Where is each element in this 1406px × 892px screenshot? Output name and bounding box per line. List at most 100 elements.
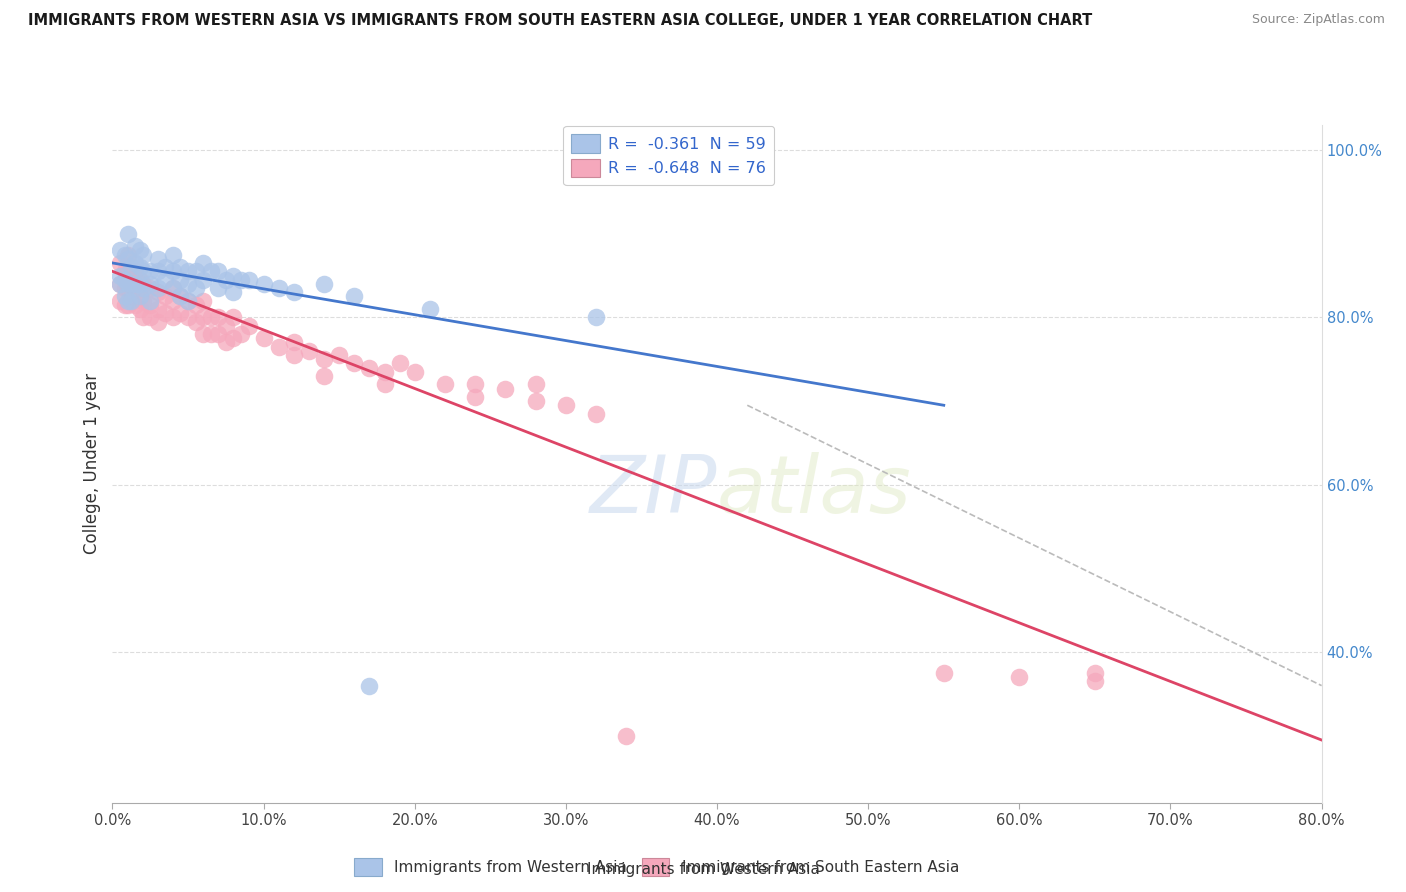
Point <box>117 227 139 241</box>
Point <box>169 289 191 303</box>
Point <box>932 666 955 681</box>
Point <box>128 301 150 316</box>
Point <box>616 729 638 743</box>
Point <box>162 247 184 261</box>
Point <box>184 298 207 312</box>
Point <box>128 260 150 275</box>
Point <box>177 310 200 325</box>
Point <box>191 310 214 325</box>
Point <box>343 356 366 370</box>
Point <box>139 264 162 278</box>
Point <box>229 273 252 287</box>
Point <box>146 264 169 278</box>
Point <box>253 331 276 345</box>
Point <box>146 252 169 266</box>
Point <box>155 273 177 287</box>
Point <box>146 285 169 300</box>
Point <box>298 343 321 358</box>
Point <box>222 331 245 345</box>
Point <box>1008 670 1031 684</box>
Point <box>433 377 456 392</box>
Point <box>524 377 547 392</box>
Point <box>124 239 146 253</box>
Point <box>108 244 131 258</box>
Point <box>495 382 517 396</box>
Point <box>229 327 252 342</box>
Text: Source: ZipAtlas.com: Source: ZipAtlas.com <box>1251 13 1385 27</box>
Point <box>108 268 131 283</box>
Point <box>146 301 169 316</box>
Point <box>359 360 381 375</box>
Point <box>207 310 229 325</box>
Point <box>114 289 136 303</box>
Point <box>374 365 396 379</box>
Point <box>128 289 150 303</box>
Point <box>114 264 136 278</box>
Point <box>215 318 238 333</box>
Point <box>128 273 150 287</box>
Point <box>108 277 131 291</box>
Point <box>162 281 184 295</box>
Point <box>184 264 207 278</box>
Point <box>200 327 222 342</box>
Point <box>267 281 290 295</box>
Point <box>146 314 169 328</box>
Text: Immigrants from Western Asia: Immigrants from Western Asia <box>586 863 820 877</box>
Point <box>117 277 139 291</box>
Point <box>554 398 576 412</box>
Point <box>124 281 146 295</box>
Point <box>419 301 441 316</box>
Point <box>200 264 222 278</box>
Point <box>314 368 336 383</box>
Point <box>117 252 139 266</box>
Point <box>117 264 139 278</box>
Point <box>117 281 139 295</box>
Point <box>215 273 238 287</box>
Point <box>464 377 486 392</box>
Point <box>124 264 146 278</box>
Point <box>120 260 142 275</box>
Point <box>120 277 142 291</box>
Point <box>200 310 222 325</box>
Point <box>124 256 146 270</box>
Point <box>108 293 131 308</box>
Point <box>108 277 131 291</box>
Point <box>359 679 381 693</box>
Point <box>128 244 150 258</box>
Point <box>139 298 162 312</box>
Point <box>108 256 131 270</box>
Point <box>120 273 142 287</box>
Point <box>314 352 336 367</box>
Point <box>162 293 184 308</box>
Point <box>191 293 214 308</box>
Point <box>155 289 177 303</box>
Point <box>184 281 207 295</box>
Point <box>146 281 169 295</box>
Point <box>139 310 162 325</box>
Point <box>207 327 229 342</box>
Point <box>222 268 245 283</box>
Point <box>238 318 260 333</box>
Point <box>191 256 214 270</box>
Point <box>169 273 191 287</box>
Point <box>464 390 486 404</box>
Point <box>169 289 191 303</box>
Point <box>388 356 411 370</box>
Point <box>222 285 245 300</box>
Point <box>139 293 162 308</box>
Point <box>314 277 336 291</box>
Point <box>117 293 139 308</box>
Point <box>524 394 547 409</box>
Point <box>120 293 142 308</box>
Point <box>1084 674 1107 689</box>
Point <box>114 247 136 261</box>
Point <box>585 407 607 421</box>
Point <box>162 281 184 295</box>
Point <box>191 327 214 342</box>
Point <box>128 277 150 291</box>
Point <box>177 293 200 308</box>
Point <box>120 289 142 303</box>
Point <box>132 277 155 291</box>
Legend: Immigrants from Western Asia, Immigrants from South Eastern Asia: Immigrants from Western Asia, Immigrants… <box>346 850 967 883</box>
Point <box>132 293 155 308</box>
